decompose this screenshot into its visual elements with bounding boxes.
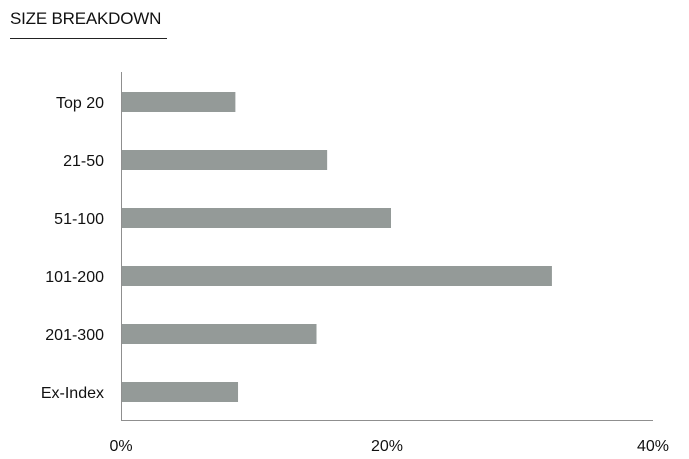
chart-title: SIZE BREAKDOWN xyxy=(10,9,162,28)
category-label-201-300: 201-300 xyxy=(45,327,104,344)
axis-layer xyxy=(121,72,653,421)
title-underline xyxy=(10,38,167,39)
category-labels-layer: Top 20 21-50 51-100 101-200 201-300 Ex-Index xyxy=(41,95,104,402)
bars-layer xyxy=(121,92,552,402)
bar-201-300 xyxy=(121,324,317,344)
bar-ex-index xyxy=(121,382,239,402)
category-label-ex-index: Ex-Index xyxy=(41,385,104,402)
bar-top-20 xyxy=(121,92,236,112)
x-tick-label-0: 0% xyxy=(109,438,132,455)
category-label-top-20: Top 20 xyxy=(56,95,104,112)
bar-101-200 xyxy=(121,266,552,286)
category-label-51-100: 51-100 xyxy=(54,211,104,228)
category-label-101-200: 101-200 xyxy=(45,269,104,286)
category-label-21-50: 21-50 xyxy=(63,153,104,170)
bar-51-100 xyxy=(121,208,391,228)
x-tick-label-20: 20% xyxy=(371,438,403,455)
x-tick-label-40: 40% xyxy=(637,438,669,455)
bar-21-50 xyxy=(121,150,328,170)
tick-labels-layer: 0% 20% 40% xyxy=(109,438,669,455)
